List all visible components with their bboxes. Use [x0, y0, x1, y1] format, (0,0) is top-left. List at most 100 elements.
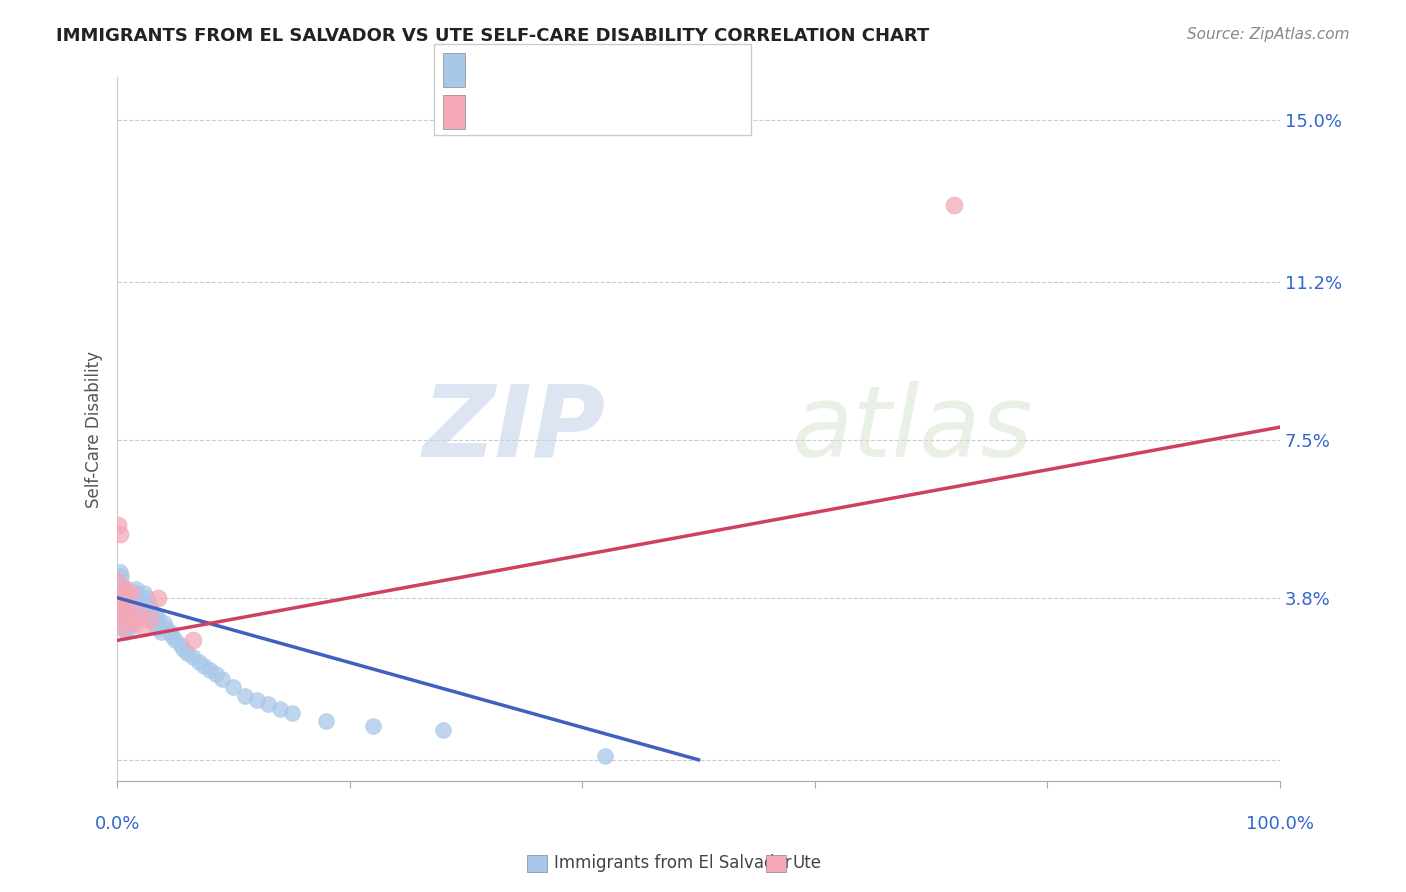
- Point: [114, 621, 136, 635]
- Point: [257, 698, 280, 712]
- Point: [146, 612, 169, 626]
- Point: [117, 616, 139, 631]
- Point: [943, 198, 966, 212]
- Point: [108, 582, 131, 597]
- Point: [118, 603, 141, 617]
- Point: [108, 526, 131, 541]
- Text: R = -0.665   N = 88: R = -0.665 N = 88: [477, 61, 654, 78]
- Point: [118, 621, 141, 635]
- Point: [114, 607, 136, 622]
- Point: [107, 582, 129, 597]
- Point: [132, 586, 155, 600]
- Point: [193, 659, 215, 673]
- Point: [181, 633, 204, 648]
- Point: [111, 612, 134, 626]
- Point: [159, 624, 181, 639]
- Point: [165, 633, 187, 648]
- Point: [112, 607, 135, 622]
- Point: [170, 638, 193, 652]
- Point: [200, 663, 222, 677]
- Point: [125, 582, 148, 597]
- Point: [110, 607, 132, 622]
- Point: [187, 655, 209, 669]
- Point: [315, 714, 337, 729]
- Point: [107, 591, 129, 605]
- Point: [176, 646, 198, 660]
- Point: [246, 693, 269, 707]
- Point: [105, 574, 128, 588]
- Point: [111, 591, 134, 605]
- Point: [120, 607, 142, 622]
- Point: [172, 641, 194, 656]
- Point: [112, 616, 135, 631]
- Point: [124, 616, 146, 631]
- Point: [155, 621, 177, 635]
- Point: [280, 706, 302, 720]
- Point: [269, 701, 291, 715]
- Text: IMMIGRANTS FROM EL SALVADOR VS UTE SELF-CARE DISABILITY CORRELATION CHART: IMMIGRANTS FROM EL SALVADOR VS UTE SELF-…: [56, 27, 929, 45]
- Point: [120, 586, 142, 600]
- Point: [110, 569, 132, 583]
- Point: [132, 621, 155, 635]
- Point: [108, 591, 131, 605]
- Point: [111, 599, 134, 614]
- Point: [222, 680, 245, 694]
- Point: [110, 599, 132, 614]
- Text: Immigrants from El Salvador: Immigrants from El Salvador: [554, 855, 792, 872]
- Point: [114, 599, 136, 614]
- Point: [108, 565, 131, 579]
- Point: [136, 591, 159, 605]
- Point: [111, 603, 134, 617]
- Point: [120, 595, 142, 609]
- Point: [127, 603, 149, 617]
- Point: [107, 599, 129, 614]
- Point: [233, 689, 256, 703]
- Point: [138, 607, 160, 622]
- Point: [152, 616, 174, 631]
- Text: ZIP: ZIP: [422, 381, 606, 478]
- Point: [132, 595, 155, 609]
- Point: [111, 621, 134, 635]
- Point: [141, 612, 163, 626]
- Point: [114, 591, 136, 605]
- Point: [111, 578, 134, 592]
- Point: [111, 603, 134, 617]
- Point: [111, 595, 134, 609]
- Point: [131, 603, 153, 617]
- Point: [121, 599, 143, 614]
- Point: [127, 599, 149, 614]
- Point: [110, 591, 132, 605]
- Point: [108, 595, 131, 609]
- Point: [124, 586, 146, 600]
- Point: [115, 582, 138, 597]
- Point: [111, 586, 134, 600]
- Point: [211, 672, 233, 686]
- Y-axis label: Self-Care Disability: Self-Care Disability: [86, 351, 103, 508]
- Point: [118, 616, 141, 631]
- Point: [146, 621, 169, 635]
- Point: [595, 748, 617, 763]
- Text: atlas: atlas: [792, 381, 1033, 478]
- Text: R =  0.558   N = 23: R = 0.558 N = 23: [477, 103, 652, 121]
- Point: [118, 612, 141, 626]
- Point: [110, 582, 132, 597]
- Point: [112, 599, 135, 614]
- Point: [124, 612, 146, 626]
- Text: Source: ZipAtlas.com: Source: ZipAtlas.com: [1187, 27, 1350, 42]
- Point: [139, 599, 162, 614]
- Point: [160, 629, 183, 643]
- Point: [117, 607, 139, 622]
- Text: Ute: Ute: [793, 855, 823, 872]
- Point: [107, 518, 129, 533]
- Point: [111, 582, 134, 597]
- Point: [432, 723, 454, 737]
- Point: [115, 603, 138, 617]
- Point: [115, 595, 138, 609]
- Point: [114, 599, 136, 614]
- Point: [146, 591, 169, 605]
- Point: [112, 586, 135, 600]
- Point: [150, 624, 173, 639]
- Point: [108, 591, 131, 605]
- Point: [145, 607, 167, 622]
- Point: [111, 591, 134, 605]
